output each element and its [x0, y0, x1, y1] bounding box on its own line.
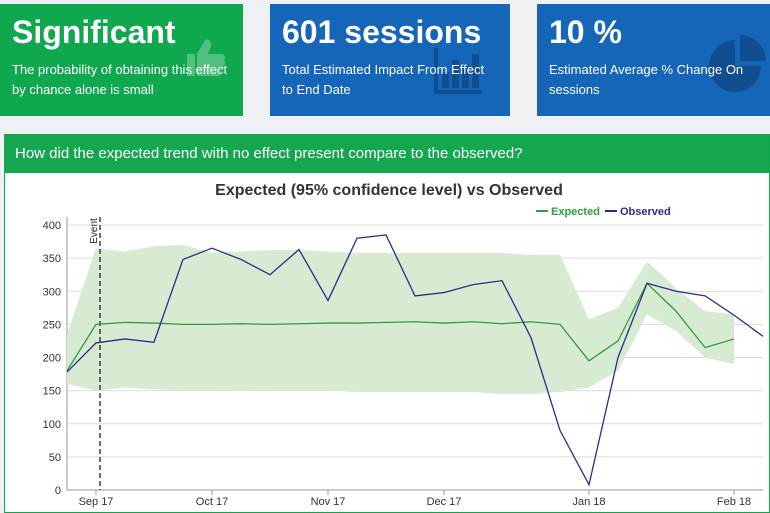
x-tick-label: Jan 18 — [572, 496, 605, 508]
chart-title: Expected (95% confidence level) vs Obser… — [215, 182, 563, 199]
impact-card: 601 sessions Total Estimated Impact From… — [270, 4, 510, 116]
y-tick-label: 0 — [55, 485, 61, 497]
trend-chart: Expected (95% confidence level) vs Obser… — [43, 182, 764, 508]
confidence-band — [67, 244, 734, 394]
chart-legend[interactable]: Expected Observed — [536, 206, 671, 218]
expected-series-line — [66, 282, 735, 372]
y-tick-label: 400 — [43, 220, 61, 232]
percent-change-value: 10 % — [549, 14, 622, 50]
y-tick-label: 250 — [43, 319, 61, 331]
legend-item-label: Expected — [551, 206, 600, 218]
significance-card: Significant The probability of obtaining… — [0, 4, 243, 116]
x-tick-label: Dec 17 — [427, 496, 462, 508]
significance-value: Significant — [12, 14, 176, 50]
percent-change-description: Estimated Average % Change On sessions — [549, 62, 744, 97]
y-tick-label: 100 — [43, 419, 61, 431]
panel-title: How did the expected trend with no effec… — [5, 135, 769, 173]
y-tick-label: 200 — [43, 353, 61, 365]
y-tick-label: 300 — [43, 286, 61, 298]
bar-chart-icon — [434, 48, 482, 94]
impact-value: 601 sessions — [282, 14, 482, 50]
thumbs-up-icon — [187, 39, 226, 76]
x-tick-label: Feb 18 — [717, 496, 751, 508]
y-tick-label: 350 — [43, 253, 61, 265]
y-tick-label: 150 — [43, 386, 61, 398]
x-tick-label: Oct 17 — [196, 496, 228, 508]
percent-change-card: 10 % Estimated Average % Change On sessi… — [537, 4, 770, 116]
y-tick-label: 50 — [49, 452, 61, 464]
significance-description: The probability of obtaining this effect… — [12, 62, 228, 97]
pie-chart-icon — [709, 35, 766, 92]
x-tick-label: Sep 17 — [79, 496, 114, 508]
impact-description: Total Estimated Impact From Effect to En… — [282, 62, 485, 97]
legend-item-label: Observed — [620, 206, 671, 218]
observed-series-line — [66, 234, 764, 487]
trend-panel: How did the expected trend with no effec… — [4, 134, 770, 513]
event-label: Event — [89, 218, 100, 244]
x-tick-label: Nov 17 — [311, 496, 346, 508]
